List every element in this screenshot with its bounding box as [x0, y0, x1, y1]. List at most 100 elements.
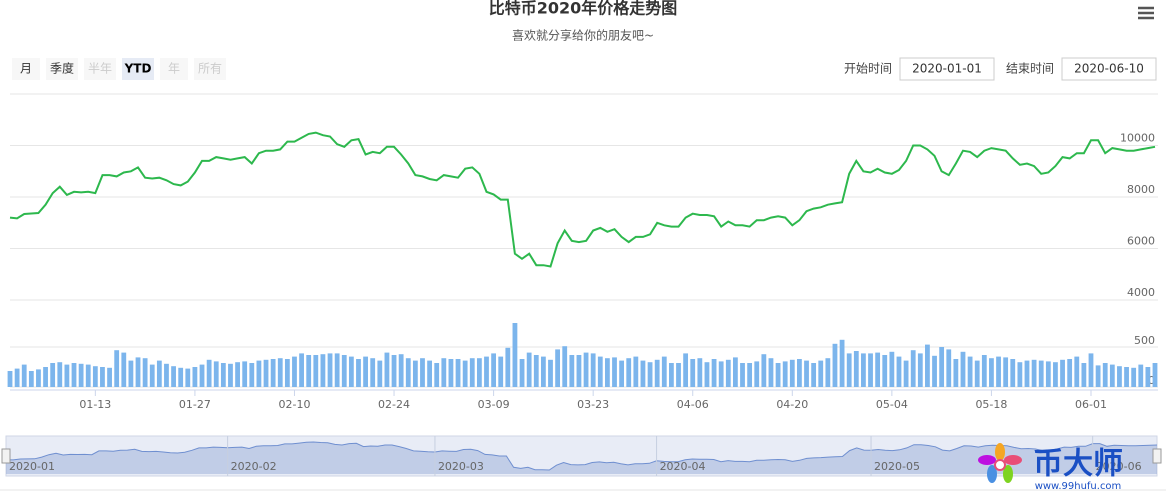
volume-bar — [1024, 360, 1030, 387]
volume-bar — [341, 355, 347, 387]
volume-bar — [512, 323, 518, 387]
volume-bar — [505, 347, 511, 387]
volume-bar — [704, 362, 710, 387]
volume-bar — [967, 356, 973, 387]
volume-bar — [14, 368, 20, 387]
volume-bar — [377, 360, 383, 387]
x-tick-label: 02-24 — [378, 398, 410, 411]
x-tick-label: 01-27 — [179, 398, 211, 411]
volume-bar — [1109, 364, 1115, 387]
x-tick-label: 01-13 — [79, 398, 111, 411]
volume-bar — [256, 360, 262, 387]
volume-bar — [1095, 365, 1101, 387]
volume-bar — [121, 352, 127, 387]
volume-bar — [882, 355, 888, 387]
volume-bar — [981, 355, 987, 387]
range-button-label[interactable]: YTD — [124, 62, 152, 76]
volume-bar — [626, 358, 632, 387]
volume-bar — [797, 359, 802, 387]
navigator-label: 2020-01 — [9, 460, 55, 473]
volume-bar — [64, 364, 70, 387]
range-button-label[interactable]: 季度 — [50, 61, 74, 76]
volume-bar — [128, 360, 134, 387]
end-value[interactable]: 2020-06-10 — [1074, 62, 1144, 76]
volume-bar — [213, 361, 219, 387]
volume-bar — [142, 358, 148, 387]
volume-bar — [156, 360, 162, 387]
volume-bar — [92, 366, 98, 387]
navigator[interactable] — [5, 435, 1158, 477]
volume-bar — [747, 363, 753, 387]
volume-bar — [199, 364, 205, 387]
logo-center — [994, 459, 1006, 471]
volume-bar — [1060, 359, 1065, 387]
volume-bar — [839, 339, 845, 387]
volume-bar — [619, 360, 625, 387]
volume-bar — [299, 353, 304, 387]
volume-bar — [668, 363, 674, 387]
chart-title: 比特币2020年价格走势图 — [489, 0, 678, 18]
volume-bar — [270, 359, 276, 387]
volume-bar — [405, 358, 411, 387]
end-input[interactable] — [1061, 57, 1157, 81]
volume-bar — [1138, 364, 1144, 387]
y-tick-label: 4000 — [1127, 286, 1155, 299]
volume-bar — [569, 355, 575, 387]
range-button[interactable] — [12, 58, 40, 80]
x-tick-label: 04-06 — [677, 398, 709, 411]
volume-bar — [185, 368, 191, 387]
start-value[interactable]: 2020-01-01 — [912, 62, 982, 76]
volume-bar — [604, 358, 610, 387]
volume-bar — [384, 352, 390, 387]
volume-bar — [420, 358, 425, 387]
volume-bar — [462, 360, 468, 387]
volume-bar — [1081, 363, 1087, 387]
volume-bar — [348, 356, 354, 387]
x-tick-label: 06-01 — [1075, 398, 1107, 411]
y-tick-label: 500 — [1134, 334, 1155, 347]
menu-button[interactable] — [1136, 6, 1156, 22]
x-tick-label: 05-18 — [975, 398, 1007, 411]
volume-bar — [398, 354, 404, 387]
volume-bar — [327, 353, 333, 387]
volume-bar — [1003, 357, 1009, 387]
volume-bar — [50, 363, 56, 387]
volume-bar — [597, 356, 603, 387]
volume-bar — [28, 371, 34, 387]
x-tick-label: 04-20 — [776, 398, 808, 411]
volume-bar — [242, 361, 248, 387]
range-button-label[interactable]: 月 — [20, 62, 32, 76]
volume-bar — [171, 366, 176, 387]
volume-bar — [775, 363, 781, 387]
range-button — [84, 58, 116, 80]
volume-bar — [555, 349, 561, 387]
volume-bar — [540, 356, 546, 387]
volume-bar — [370, 358, 376, 387]
volume-bar — [334, 353, 340, 387]
range-button[interactable] — [46, 58, 78, 80]
navigator-area — [6, 442, 1157, 474]
navigator-handle[interactable] — [1, 448, 11, 464]
x-tick-label: 05-04 — [876, 398, 908, 411]
volume-bar — [761, 354, 767, 387]
start-input[interactable] — [899, 57, 995, 81]
volume-bar — [1067, 359, 1073, 387]
volume-bar — [733, 357, 738, 387]
volume-bar — [249, 363, 255, 387]
volume-bar — [590, 353, 596, 387]
volume-bar — [846, 353, 852, 387]
volume-bar — [583, 352, 589, 387]
volume-bar — [498, 356, 504, 387]
volume-bar — [107, 367, 112, 387]
petal — [987, 465, 997, 483]
volume-bar — [861, 353, 866, 387]
volume-bar — [690, 359, 696, 387]
range-button[interactable] — [122, 58, 154, 80]
petal — [995, 443, 1005, 461]
volume-bar — [292, 356, 297, 387]
volume-bar — [434, 363, 440, 387]
volume-bar — [469, 358, 475, 387]
volume-bar — [939, 347, 945, 387]
navigator-handle[interactable] — [1152, 448, 1162, 464]
end-label: 结束时间 — [1006, 62, 1054, 76]
